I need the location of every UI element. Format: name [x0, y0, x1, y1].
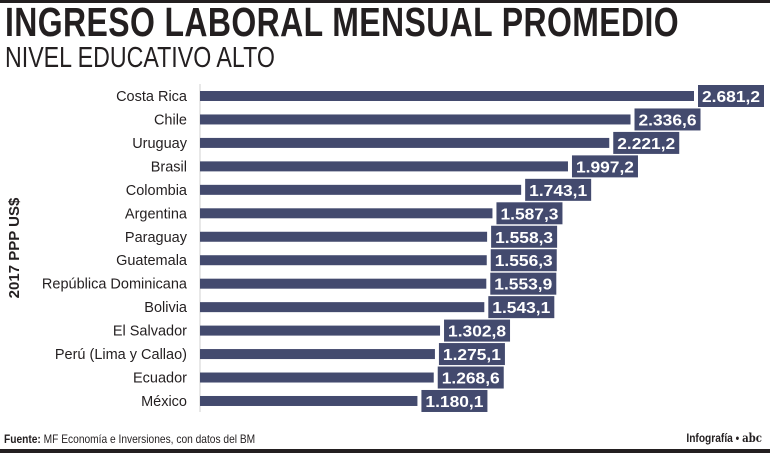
y-axis-label: 2017 PPP US$: [6, 197, 23, 298]
value-label: 1.556,3: [495, 253, 553, 270]
value-label-box: [437, 366, 504, 389]
value-label: 1.302,8: [448, 324, 506, 341]
value-label-box: [491, 225, 558, 248]
value-label: 2.681,2: [702, 89, 760, 106]
value-label-box: [525, 178, 592, 201]
value-label: 1.553,9: [494, 277, 552, 294]
source-note: Fuente: MF Economía e Inversiones, con d…: [4, 432, 255, 446]
value-label: 1.543,1: [492, 300, 550, 317]
value-label: 1.558,3: [495, 230, 553, 247]
bar: [200, 395, 418, 406]
value-label: 1.275,1: [443, 347, 501, 364]
bar: [200, 114, 631, 125]
credit: Infografía • abc: [686, 431, 762, 445]
value-label-box: [634, 108, 701, 131]
category-label: Bolivia: [144, 300, 188, 316]
category-label: Chile: [154, 112, 187, 128]
category-label: Brasil: [151, 159, 187, 175]
category-label: Ecuador: [133, 371, 187, 387]
category-label: Colombia: [126, 183, 188, 199]
value-label-box: [490, 272, 557, 295]
value-label-box: [698, 85, 764, 107]
bar: [200, 255, 487, 266]
category-label: El Salvador: [113, 324, 187, 340]
bar: [200, 137, 610, 148]
value-label: 1.997,2: [576, 159, 634, 176]
bar: [200, 231, 488, 242]
value-label: 1.743,1: [529, 183, 587, 200]
category-label: Costa Rica: [116, 89, 188, 105]
bar: [200, 161, 568, 172]
category-label: Perú (Lima y Callao): [55, 347, 187, 363]
source-text: MF Economía e Inversiones, con datos del…: [43, 432, 256, 446]
bar: [200, 278, 487, 289]
bar: [200, 208, 493, 219]
value-label: 1.587,3: [500, 206, 558, 223]
value-label: 1.268,6: [442, 371, 500, 388]
value-label: 1.180,1: [425, 394, 483, 411]
chart-title: INGRESO LABORAL MENSUAL PROMEDIO: [5, 0, 680, 45]
bar: [200, 372, 434, 383]
value-label-box: [444, 319, 511, 342]
value-label: 2.221,2: [617, 136, 675, 153]
source-label: Fuente:: [4, 432, 41, 446]
credit-text: Infografía •: [686, 431, 740, 445]
value-label-box: [496, 202, 563, 225]
top-rule: [0, 0, 770, 3]
value-label: 2.336,6: [639, 112, 697, 129]
abc-logo: abc: [742, 431, 762, 445]
category-label: Uruguay: [132, 136, 188, 152]
bar: [200, 325, 441, 336]
bar: [200, 349, 435, 360]
category-label: Paraguay: [125, 230, 188, 246]
category-label: Argentina: [125, 206, 188, 222]
value-label-box: [571, 155, 638, 178]
bar: [200, 302, 485, 313]
value-label-box: [488, 296, 555, 319]
bar: [200, 184, 522, 195]
category-label: México: [141, 394, 187, 410]
value-label-box: [438, 343, 505, 366]
category-label: Guatemala: [116, 253, 188, 269]
bottom-rule: [0, 449, 770, 453]
bar: [200, 91, 694, 101]
category-label: República Dominicana: [42, 277, 188, 293]
value-label-box: [421, 389, 488, 412]
value-label-box: [613, 131, 680, 154]
value-label-box: [490, 249, 557, 272]
chart-subtitle: NIVEL EDUCATIVO ALTO: [5, 42, 275, 74]
